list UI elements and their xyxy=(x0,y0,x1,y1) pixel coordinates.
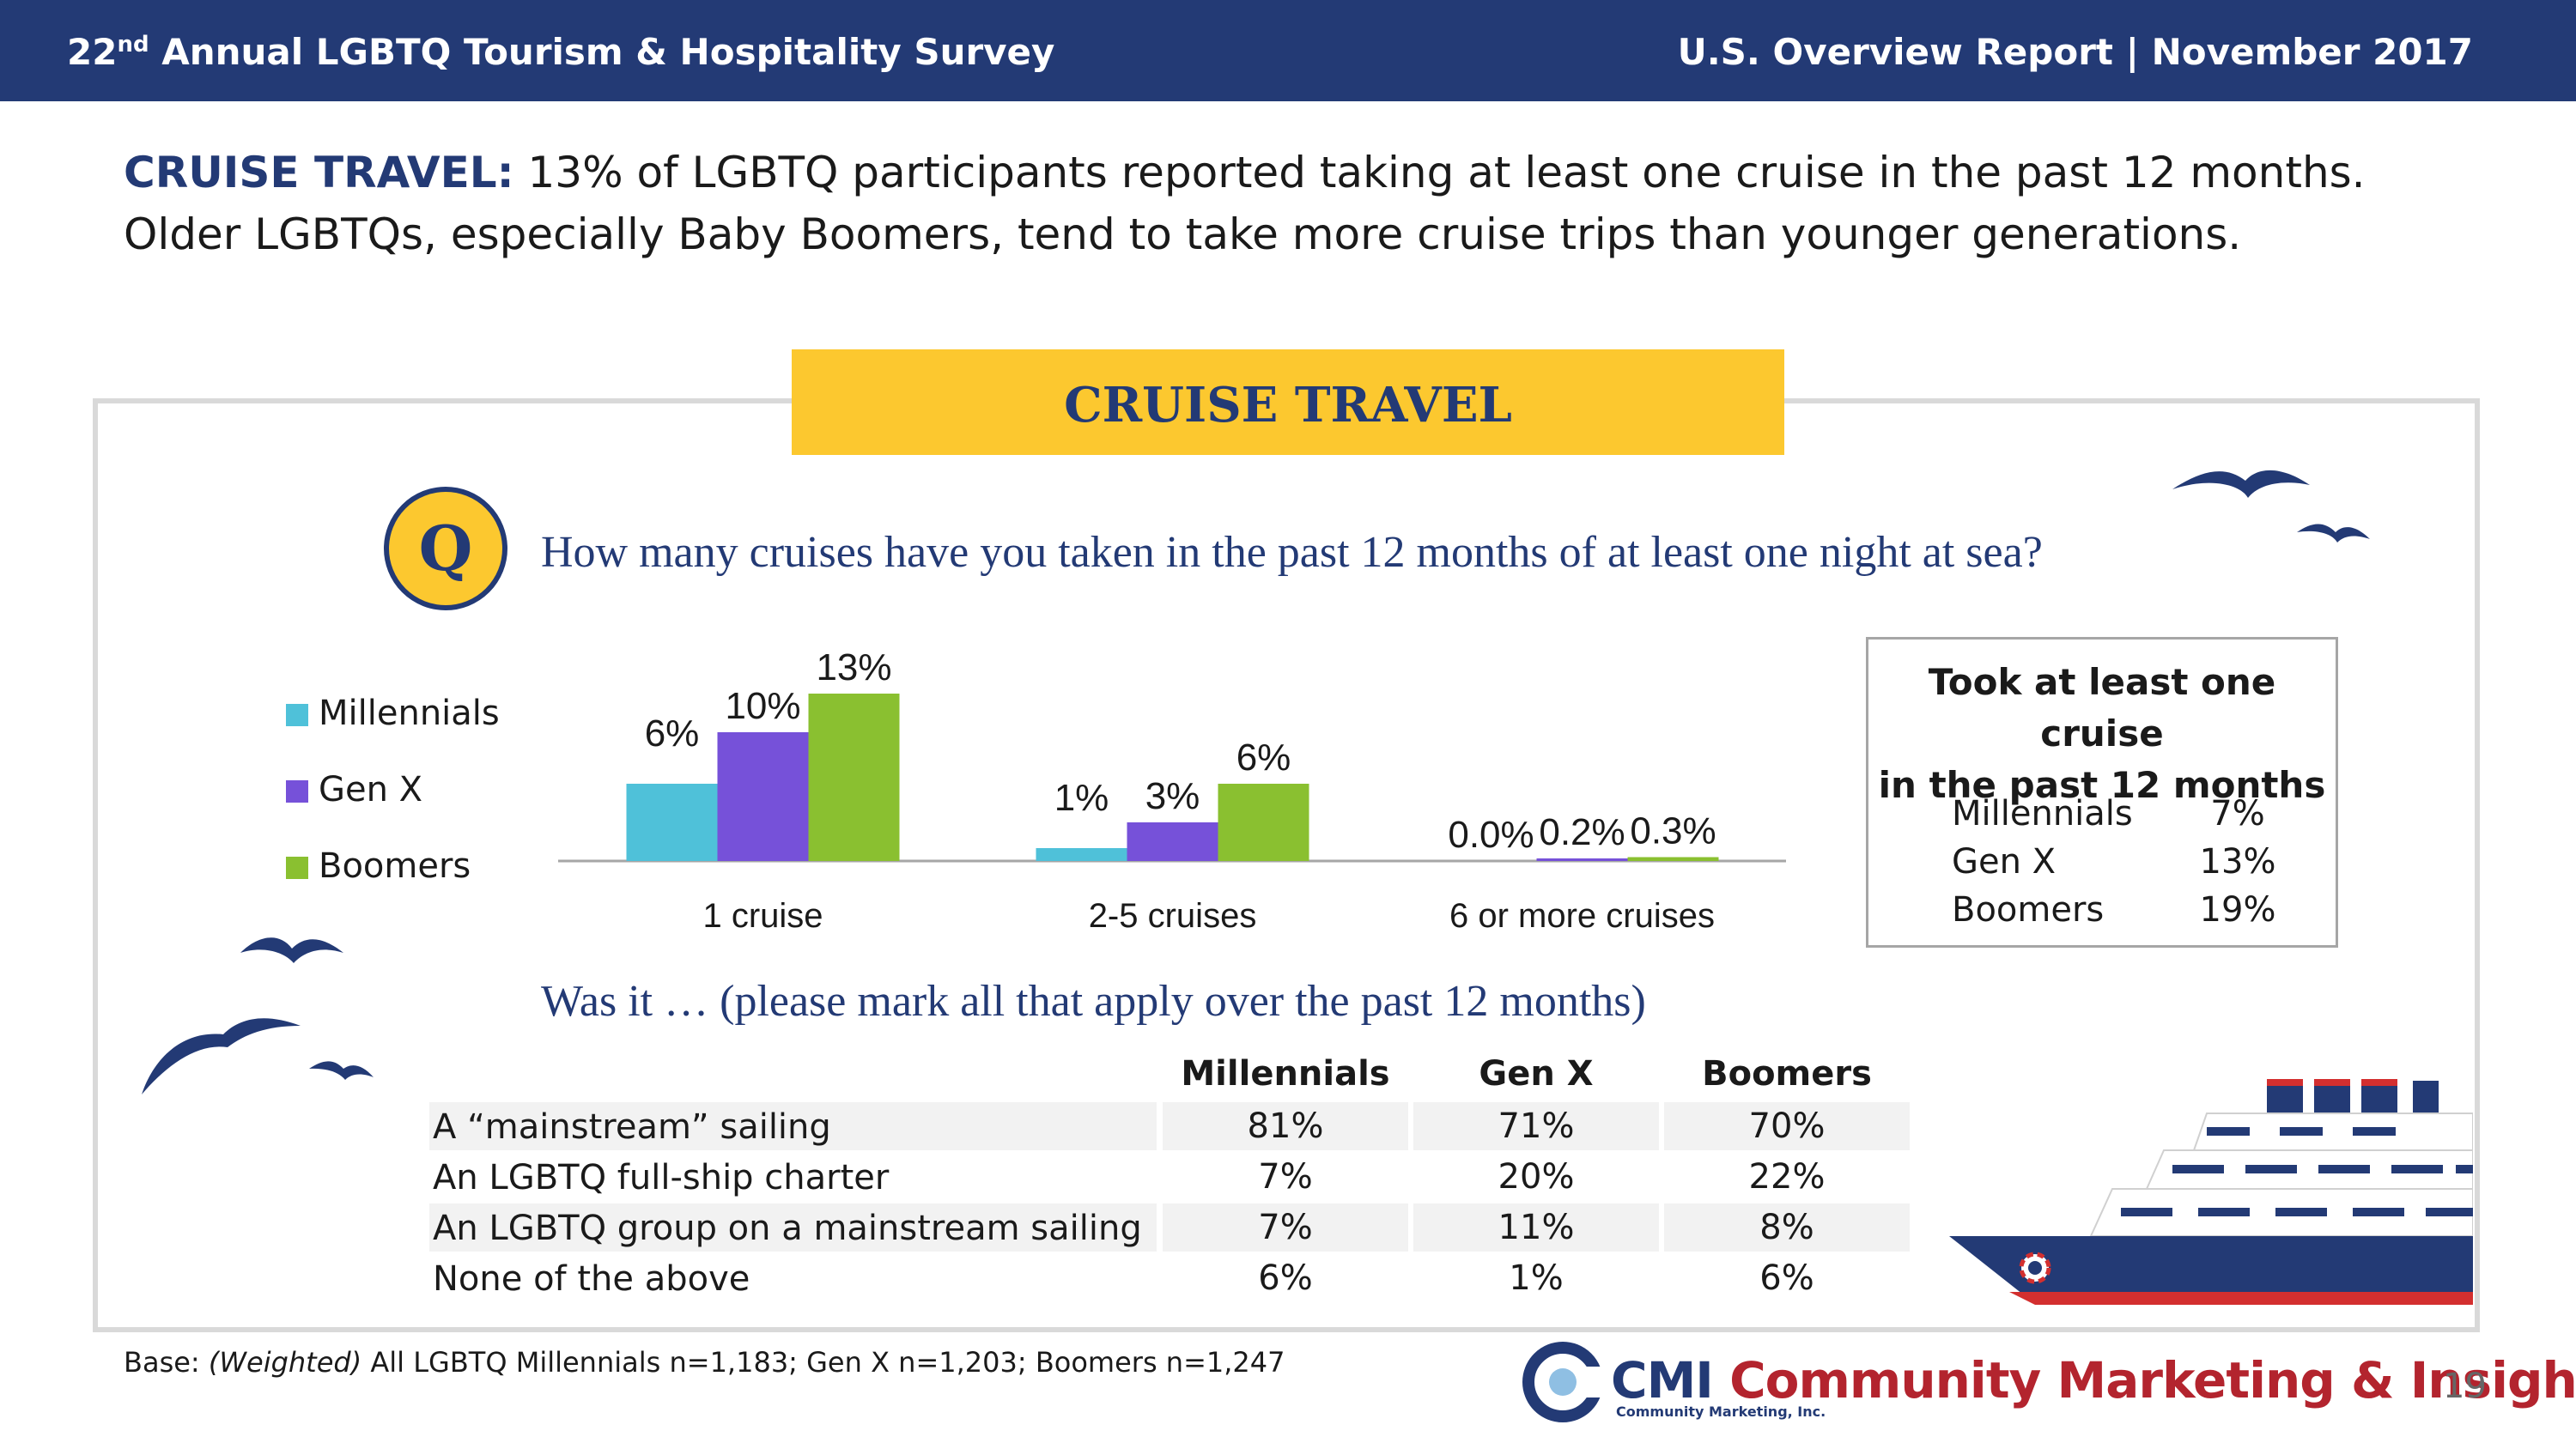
cruise-bar-chart: 6% 10% 13% 1 cruise 1% 3% 6% 2-5 cruises 0.0% 0.2… xyxy=(558,646,1786,935)
bar-data-label: 3% xyxy=(1145,775,1200,817)
summary-title: Took at least one cruise in the past 12 m… xyxy=(1878,661,2326,806)
summary-row-label: Gen X xyxy=(1952,842,2057,882)
summary-row-value: 19% xyxy=(2199,890,2276,930)
bar-gen-x xyxy=(1536,858,1628,861)
legend-item-boomers: Boomers xyxy=(286,846,471,886)
bar-data-label: 6% xyxy=(645,712,700,755)
survey-title: 22nd Annual LGBTQ Tourism & Hospitality … xyxy=(67,31,1055,73)
table-row: A “mainstream” sailing 81% 71% 70% xyxy=(429,1102,1911,1150)
legend-swatch xyxy=(286,704,308,726)
summary-row-value: 7% xyxy=(2210,794,2265,834)
cruise-ship-icon xyxy=(1949,1079,2473,1305)
table-cell: 6% xyxy=(1759,1258,1814,1298)
bar-data-label: 1% xyxy=(1054,777,1109,819)
table-row-label: An LGBTQ full-ship charter xyxy=(433,1158,890,1197)
section-banner: CRUISE TRAVEL xyxy=(792,349,1784,455)
bar-boomers xyxy=(1218,784,1309,861)
question-badge: Q xyxy=(384,487,507,610)
seagulls-left-icon xyxy=(142,937,374,1094)
table-row-label: A “mainstream” sailing xyxy=(433,1107,831,1147)
seagulls-top-right-icon xyxy=(2172,470,2370,543)
legend-item-genx: Gen X xyxy=(286,770,422,809)
cmi-logo-icon xyxy=(1522,1342,1606,1422)
headline: CRUISE TRAVEL: 13% of LGBTQ participants… xyxy=(124,142,2391,265)
table-cell: 81% xyxy=(1163,1102,1408,1150)
base-note: Base: (Weighted) All LGBTQ Millennials n… xyxy=(124,1346,1285,1379)
bar-boomers xyxy=(808,694,900,861)
table-cell: 71% xyxy=(1413,1102,1659,1150)
table-row: None of the above 6% 1% 6% xyxy=(429,1254,1911,1302)
brand-name: CMI Community Marketing & Insights xyxy=(1611,1351,2576,1410)
question2-text: Was it … (please mark all that apply ove… xyxy=(541,977,1646,1026)
summary-row-label: Millennials xyxy=(1952,794,2133,834)
brand-subtitle: Community Marketing, Inc. xyxy=(1616,1404,1826,1420)
question-text: How many cruises have you taken in the p… xyxy=(541,528,2043,577)
legend-item-millennials: Millennials xyxy=(286,694,500,733)
banner-title: CRUISE TRAVEL xyxy=(1064,377,1512,433)
table-row-label: None of the above xyxy=(433,1259,750,1299)
legend-swatch xyxy=(286,857,308,879)
x-tick-label: 6 or more cruises xyxy=(1449,897,1715,935)
bar-data-label: 13% xyxy=(816,646,891,688)
table-row: An LGBTQ full-ship charter 7% 20% 22% xyxy=(429,1153,1911,1201)
table-cell: 8% xyxy=(1664,1203,1910,1252)
summary-row-value: 13% xyxy=(2199,842,2276,882)
table-header: Boomers xyxy=(1702,1054,1872,1094)
page-number: 19 xyxy=(2443,1367,2487,1406)
bar-gen-x xyxy=(1127,822,1218,861)
legend-swatch xyxy=(286,780,308,803)
bar-data-label: 0.0% xyxy=(1448,814,1534,856)
table-cell: 20% xyxy=(1498,1157,1575,1197)
bar-data-label: 0.2% xyxy=(1539,811,1625,853)
headline-label: CRUISE TRAVEL: xyxy=(124,148,514,197)
table-row: An LGBTQ group on a mainstream sailing 7… xyxy=(429,1203,1911,1252)
table-cell: 7% xyxy=(1258,1157,1313,1197)
bar-data-label: 6% xyxy=(1236,737,1291,779)
report-title: U.S. Overview Report | November 2017 xyxy=(1677,31,2473,73)
bar-data-label: 0.3% xyxy=(1630,810,1716,852)
bar-millennials xyxy=(626,784,718,861)
table-cell: 6% xyxy=(1258,1258,1313,1298)
bar-boomers xyxy=(1627,857,1719,861)
table-row-label: An LGBTQ group on a mainstream sailing xyxy=(433,1209,1142,1248)
table-cell: 11% xyxy=(1413,1203,1659,1252)
bar-gen-x xyxy=(717,732,809,861)
table-cell: 22% xyxy=(1748,1157,1826,1197)
table-cell: 70% xyxy=(1664,1102,1910,1150)
x-tick-label: 2-5 cruises xyxy=(1089,897,1257,935)
bar-millennials xyxy=(1036,848,1127,861)
headline-text: 13% of LGBTQ participants reported takin… xyxy=(124,148,2366,259)
table-header: Gen X xyxy=(1479,1054,1594,1094)
summary-row-label: Boomers xyxy=(1952,890,2105,930)
table-header: Millennials xyxy=(1181,1054,1390,1094)
table-cell: 1% xyxy=(1509,1258,1564,1298)
summary-box: Took at least one cruise in the past 12 m… xyxy=(1866,637,2338,948)
table-cell: 7% xyxy=(1163,1203,1408,1252)
bar-data-label: 10% xyxy=(725,685,800,727)
x-tick-label: 1 cruise xyxy=(702,897,823,935)
header-bar: 22nd Annual LGBTQ Tourism & Hospitality … xyxy=(0,0,2576,101)
